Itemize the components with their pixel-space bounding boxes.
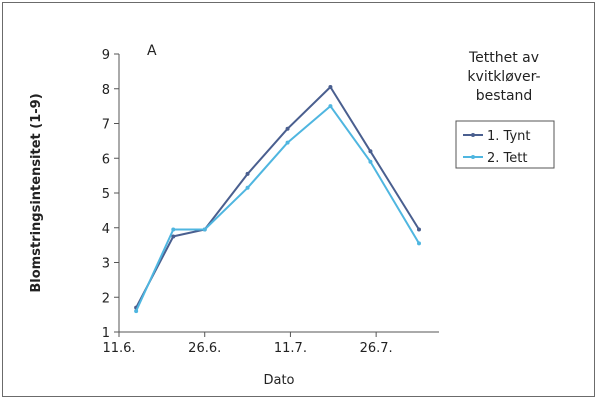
data-point-series-1 [328,85,333,90]
x-ticks: 11.6. 26.6. 11.7. 26.7. [102,332,393,356]
data-point-series-2 [202,227,207,232]
data-point-series-2 [134,309,139,314]
data-point-series-1 [171,234,176,239]
x-tick-label: 26.6. [188,341,221,356]
data-point-series-1 [417,227,421,232]
y-tick-label: 1 [102,326,110,341]
chart-border [2,2,595,397]
y-tick-label: 6 [102,152,110,167]
y-tick-label: 5 [102,187,110,202]
data-point-series-2 [285,140,290,145]
legend-label-series-2: 2. Tett [487,151,527,166]
legend-title-line-3: bestand [476,88,533,104]
series-line-2 [135,105,420,312]
y-tick-label: 9 [102,48,110,63]
y-tick-label: 4 [102,222,110,237]
y-tick-label: 8 [102,83,110,98]
y-tick-label: 7 [102,118,110,133]
x-tick-label: 11.6. [102,341,135,356]
data-point-series-2 [171,227,176,232]
legend-marker-series-1 [471,133,475,137]
y-tick-label: 2 [102,291,110,306]
data-point-series-2 [245,185,250,190]
legend-marker-series-2 [471,155,475,159]
legend-title: Tetthet av kvitkløver- bestand [467,50,540,104]
data-point-series-2 [417,241,421,246]
y-ticks: 1 2 3 4 5 6 7 8 9 [102,48,119,341]
legend-title-line-1: Tetthet av [468,50,539,66]
x-tick-label: 11.7. [274,341,307,356]
legend-box [455,120,555,169]
data-point-series-1 [285,126,290,131]
y-tick-label: 3 [102,257,110,272]
series-layer [134,85,421,314]
data-point-series-1 [368,149,373,154]
legend-title-line-2: kvitkløver- [467,69,540,85]
legend: 1. Tynt 2. Tett [455,120,555,169]
data-point-series-1 [245,171,250,176]
data-point-series-2 [368,159,373,164]
y-axis-title: Blomstringsintensitet (1-9) [29,93,44,292]
series-line-1 [135,86,420,309]
legend-label-series-1: 1. Tynt [487,129,530,144]
x-tick-label: 26.7. [360,341,393,356]
x-axis-title: Dato [263,373,294,388]
data-point-series-2 [328,104,333,109]
panel-label: A [147,43,157,59]
